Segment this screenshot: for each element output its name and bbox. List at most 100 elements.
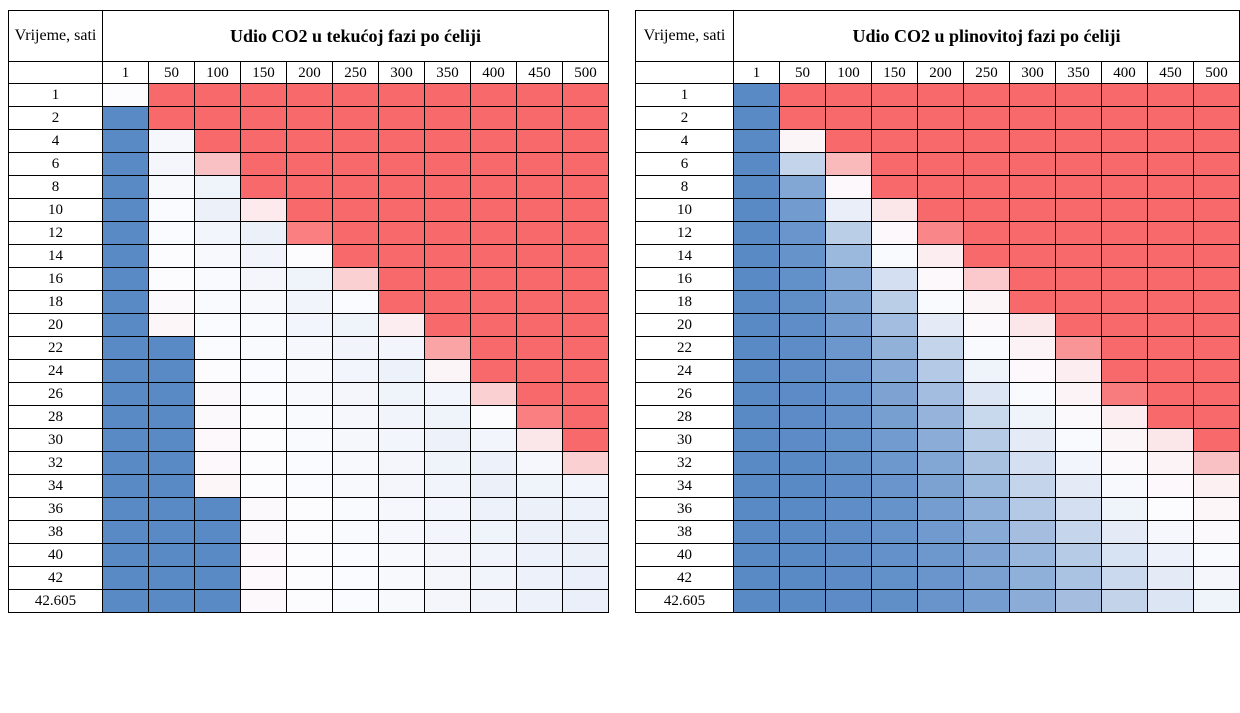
heatmap-cell: [1055, 405, 1102, 429]
heatmap-cell: [1055, 566, 1102, 590]
heatmap-cell: [825, 198, 872, 222]
heatmap-cell: [378, 474, 425, 498]
heatmap-cell: [1009, 566, 1056, 590]
heatmap-cell: [516, 589, 563, 613]
heatmap-cell: [240, 267, 287, 291]
heatmap-cell: [102, 497, 149, 521]
heatmap-cell: [1193, 83, 1240, 107]
heatmap-cell: [963, 497, 1010, 521]
heatmap-cell: [1055, 106, 1102, 130]
heatmap-cell: [1147, 405, 1194, 429]
heatmap-cell: [378, 451, 425, 475]
heatmap-cell: [516, 175, 563, 199]
heatmap-cell: [240, 336, 287, 360]
heatmap-cell: [470, 405, 517, 429]
heatmap-cell: [1101, 382, 1148, 406]
row-label: 40: [8, 543, 103, 567]
heatmap-cell: [1009, 267, 1056, 291]
heatmap-cell: [332, 129, 379, 153]
heatmap-cell: [1193, 198, 1240, 222]
table-row: 16: [635, 267, 1240, 291]
row-label: 34: [635, 474, 734, 498]
heatmap-cell: [1101, 428, 1148, 452]
heatmap-cell: [194, 589, 241, 613]
heatmap-cell: [1193, 543, 1240, 567]
heatmap-cell: [779, 451, 826, 475]
row-label: 22: [635, 336, 734, 360]
heatmap-cell: [917, 451, 964, 475]
heatmap-cell: [562, 589, 609, 613]
heatmap-cell: [286, 543, 333, 567]
row-label: 12: [8, 221, 103, 245]
heatmap-cell: [779, 198, 826, 222]
heatmap-cell: [470, 428, 517, 452]
heatmap-cell: [194, 382, 241, 406]
row-label: 8: [8, 175, 103, 199]
row-label: 38: [635, 520, 734, 544]
heatmap-cell: [194, 267, 241, 291]
heatmap-cell: [378, 566, 425, 590]
heatmap-cell: [516, 474, 563, 498]
heatmap-cell: [1101, 566, 1148, 590]
table-row: 12: [635, 221, 1240, 245]
row-label: 12: [635, 221, 734, 245]
heatmap-cell: [1101, 520, 1148, 544]
heatmap-cell: [424, 313, 471, 337]
heatmap-cell: [148, 313, 195, 337]
heatmap-cell: [240, 198, 287, 222]
heatmap-cell: [963, 83, 1010, 107]
heatmap-cell: [1147, 106, 1194, 130]
heatmap-cell: [194, 221, 241, 245]
heatmap-cell: [1101, 83, 1148, 107]
heatmap-cell: [562, 405, 609, 429]
heatmap-cell: [1101, 244, 1148, 268]
heatmap-cell: [240, 152, 287, 176]
heatmap-cell: [148, 175, 195, 199]
row-label: 4: [635, 129, 734, 153]
column-label: 500: [1193, 61, 1240, 84]
heatmap-cell: [1193, 382, 1240, 406]
heatmap-cell: [917, 152, 964, 176]
heatmap-cell: [378, 221, 425, 245]
heatmap-cell: [286, 428, 333, 452]
heatmap-cell: [562, 290, 609, 314]
heatmap-cell: [1101, 267, 1148, 291]
heatmap-cell: [332, 152, 379, 176]
heatmap-cell: [733, 428, 780, 452]
row-label: 16: [635, 267, 734, 291]
heatmap-cell: [1147, 497, 1194, 521]
heatmap-cell: [825, 405, 872, 429]
heatmap-cell: [148, 336, 195, 360]
heatmap-cell: [240, 129, 287, 153]
heatmap-cell: [332, 520, 379, 544]
heatmap-cell: [194, 497, 241, 521]
heatmap-cell: [378, 267, 425, 291]
heatmap-cell: [240, 244, 287, 268]
heatmap-cell: [1193, 359, 1240, 383]
heatmap-cell: [963, 313, 1010, 337]
corner-label: Vrijeme, sati: [8, 10, 103, 62]
heatmap-cell: [378, 405, 425, 429]
heatmap-cell: [825, 566, 872, 590]
heatmap-cell: [871, 129, 918, 153]
table-row: 32: [8, 451, 609, 475]
row-label: 26: [8, 382, 103, 406]
heatmap-cell: [1055, 313, 1102, 337]
table-row: 1: [8, 83, 609, 107]
heatmap-cell: [963, 382, 1010, 406]
heatmap-cell: [917, 221, 964, 245]
row-label: 18: [635, 290, 734, 314]
heatmap-cell: [516, 359, 563, 383]
heatmap-cell: [825, 290, 872, 314]
heatmap-cell: [1101, 221, 1148, 245]
heatmap-cell: [871, 83, 918, 107]
table-row: 14: [635, 244, 1240, 268]
heatmap-cell: [917, 589, 964, 613]
heatmap-cell: [424, 589, 471, 613]
heatmap-cell: [562, 382, 609, 406]
heatmap-cell: [1101, 497, 1148, 521]
heatmap-cell: [917, 106, 964, 130]
heatmap-cell: [1193, 566, 1240, 590]
heatmap-cell: [378, 313, 425, 337]
heatmap-cell: [378, 83, 425, 107]
